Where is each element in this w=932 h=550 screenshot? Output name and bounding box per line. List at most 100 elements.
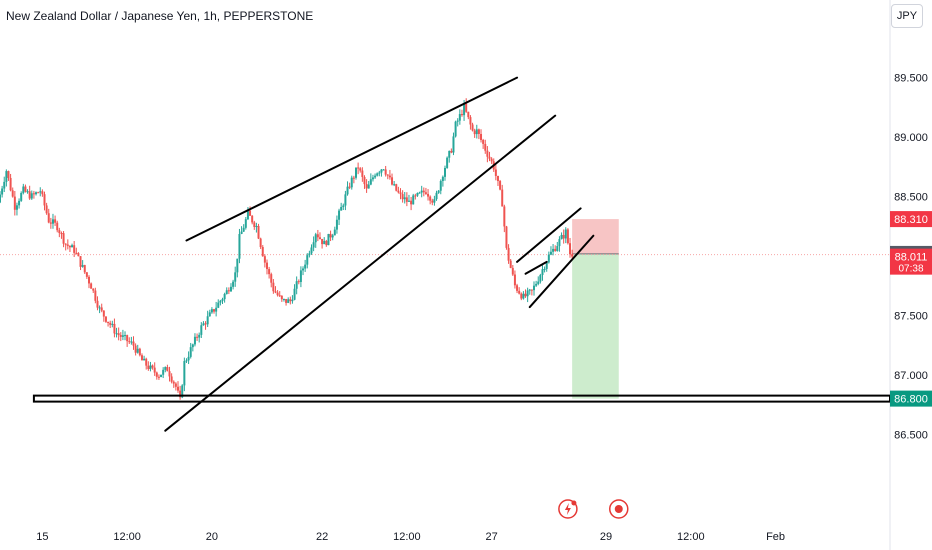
candle-body — [166, 367, 169, 372]
candle-body — [367, 184, 370, 189]
candle-body — [318, 237, 321, 239]
candle-body — [414, 195, 417, 197]
candle-body — [566, 229, 569, 244]
candle-body — [181, 385, 184, 398]
candle-body — [134, 345, 137, 353]
candle-body — [469, 117, 472, 125]
candle-body — [66, 244, 69, 246]
candle-body — [352, 177, 355, 179]
candle-body — [244, 219, 247, 228]
candle-body — [376, 173, 379, 176]
candle-body — [140, 355, 143, 361]
candle-body — [571, 254, 574, 257]
candle-body — [416, 193, 419, 196]
candle-body — [81, 265, 84, 267]
time-axis-tick: Feb — [766, 531, 785, 543]
candle-body — [348, 186, 351, 188]
candle-body — [107, 321, 110, 323]
candle-body — [342, 205, 345, 208]
candle-body — [403, 197, 406, 200]
candle-body — [340, 207, 343, 211]
candle-body — [293, 288, 296, 300]
candle-body — [429, 196, 432, 201]
candle-body — [475, 129, 478, 135]
candle-body — [543, 268, 546, 270]
candle-body — [547, 254, 550, 263]
price-axis-tick: 86.500 — [894, 429, 928, 441]
candle-body — [225, 290, 228, 295]
candle-body — [569, 243, 572, 255]
candle-body — [35, 192, 38, 195]
candle-body — [155, 372, 158, 377]
candle-body — [263, 256, 266, 263]
candle-body — [314, 234, 317, 243]
candle-body — [196, 336, 199, 338]
candle-body — [30, 193, 33, 199]
candle-body — [424, 192, 427, 194]
candle-body — [109, 322, 112, 325]
candle-body — [54, 219, 57, 223]
currency-button[interactable]: JPY — [891, 4, 923, 28]
candle-body — [18, 200, 21, 206]
candle-body — [39, 191, 42, 193]
candle-body — [198, 334, 201, 338]
candle-body — [242, 227, 245, 232]
candle-body — [96, 300, 99, 308]
candle-body — [71, 245, 74, 248]
candle-body — [391, 177, 394, 185]
candle-body — [232, 281, 235, 287]
candle-body — [193, 336, 196, 345]
candle-body — [236, 258, 239, 273]
candle-body — [357, 167, 360, 169]
candle-body — [323, 240, 326, 245]
candle-body — [187, 356, 190, 361]
candle-body — [473, 130, 476, 135]
trendline-2 — [164, 114, 557, 432]
candle-body — [208, 312, 211, 317]
candle-body — [1, 188, 4, 195]
candle-body — [427, 193, 430, 197]
candle-body — [516, 285, 519, 291]
candle-body — [499, 181, 502, 190]
candlestick-series — [0, 98, 574, 400]
candle-body — [552, 248, 555, 252]
candle-body — [480, 133, 483, 140]
candle-body — [321, 238, 324, 245]
candle-body — [282, 298, 285, 300]
time-axis-tick: 20 — [206, 531, 218, 543]
candle-body — [15, 205, 18, 210]
candle-body — [130, 341, 133, 343]
candle-body — [386, 174, 389, 176]
candle-body — [496, 175, 499, 182]
candle-body — [32, 193, 35, 195]
candle-body — [174, 383, 177, 387]
candle-body — [251, 215, 254, 223]
candle-body — [0, 194, 1, 203]
candle-body — [467, 111, 470, 118]
candle-body — [261, 247, 264, 257]
candle-body — [210, 309, 213, 313]
candle-body — [359, 168, 362, 171]
candle-body — [299, 270, 302, 282]
price-label-last-text: 88.011 — [895, 252, 928, 264]
candle-body — [393, 184, 396, 186]
price-label-countdown: 07:38 — [898, 264, 923, 275]
candle-body — [253, 222, 256, 227]
candle-body — [200, 325, 203, 335]
candle-body — [47, 213, 50, 223]
candle-body — [335, 219, 338, 230]
candle-body — [92, 288, 95, 291]
candle-body — [160, 374, 163, 377]
price-label-target-text: 86.800 — [894, 394, 928, 406]
candle-body — [83, 265, 86, 273]
candle-body — [41, 191, 44, 195]
candle-body — [524, 293, 527, 297]
candle-body — [437, 190, 440, 193]
candle-body — [482, 139, 485, 144]
candle-body — [60, 233, 63, 235]
candle-body — [179, 390, 182, 398]
candle-body — [204, 323, 207, 325]
candle-body — [9, 177, 12, 191]
candle-body — [280, 295, 283, 300]
